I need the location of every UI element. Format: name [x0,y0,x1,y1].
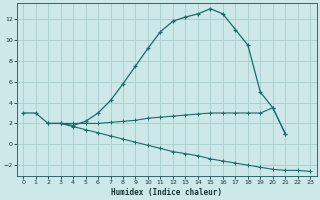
X-axis label: Humidex (Indice chaleur): Humidex (Indice chaleur) [111,188,222,197]
